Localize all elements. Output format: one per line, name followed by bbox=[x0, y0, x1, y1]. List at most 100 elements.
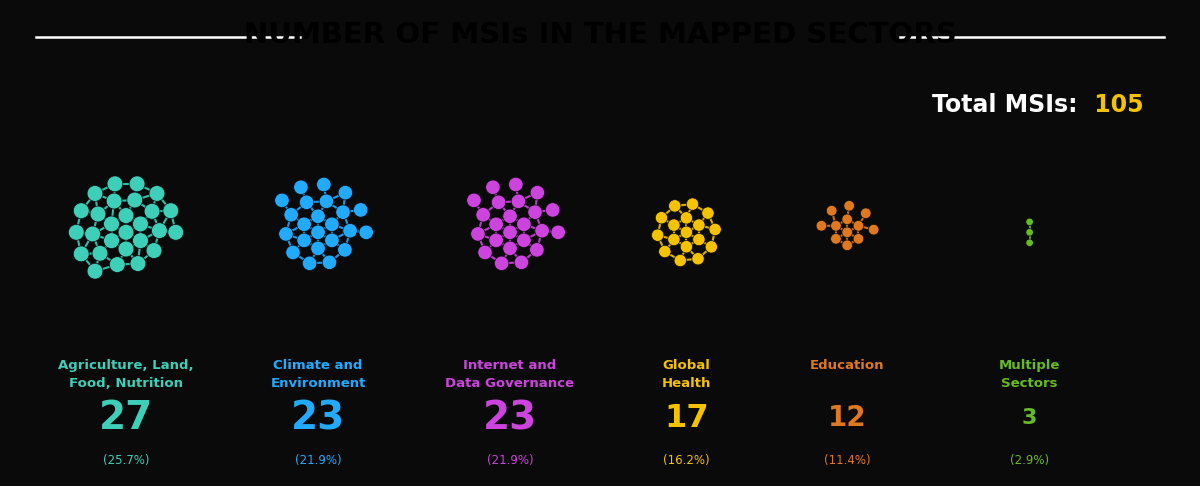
Circle shape bbox=[515, 255, 529, 270]
Circle shape bbox=[827, 206, 836, 216]
Circle shape bbox=[299, 195, 313, 209]
Text: Education: Education bbox=[810, 359, 884, 372]
Text: 23: 23 bbox=[482, 399, 538, 437]
Circle shape bbox=[509, 177, 523, 191]
Circle shape bbox=[503, 225, 517, 240]
Circle shape bbox=[132, 233, 149, 248]
Circle shape bbox=[294, 180, 308, 194]
Circle shape bbox=[659, 245, 671, 258]
Circle shape bbox=[296, 217, 311, 231]
Circle shape bbox=[106, 193, 122, 209]
Text: (21.9%): (21.9%) bbox=[487, 454, 533, 467]
Circle shape bbox=[296, 233, 311, 247]
Circle shape bbox=[667, 219, 680, 231]
Circle shape bbox=[869, 225, 878, 235]
Circle shape bbox=[503, 209, 517, 224]
Circle shape bbox=[317, 177, 331, 191]
Circle shape bbox=[528, 205, 542, 219]
Circle shape bbox=[488, 233, 503, 247]
Circle shape bbox=[73, 246, 89, 262]
Circle shape bbox=[830, 221, 841, 231]
Circle shape bbox=[853, 221, 864, 231]
Circle shape bbox=[530, 186, 545, 200]
Circle shape bbox=[517, 217, 532, 231]
Text: 12: 12 bbox=[828, 404, 866, 433]
Circle shape bbox=[107, 176, 122, 192]
Circle shape bbox=[860, 208, 871, 219]
Text: Agriculture, Land,
Food, Nutrition: Agriculture, Land, Food, Nutrition bbox=[58, 359, 194, 390]
Text: (11.4%): (11.4%) bbox=[824, 454, 870, 467]
Circle shape bbox=[680, 241, 692, 253]
Text: 27: 27 bbox=[98, 399, 154, 437]
Circle shape bbox=[146, 243, 162, 259]
Text: Internet and
Data Governance: Internet and Data Governance bbox=[445, 359, 575, 390]
Text: Climate and
Environment: Climate and Environment bbox=[270, 359, 366, 390]
Circle shape bbox=[535, 224, 550, 238]
Circle shape bbox=[467, 193, 481, 208]
Circle shape bbox=[302, 256, 317, 271]
Circle shape bbox=[130, 256, 146, 272]
Circle shape bbox=[286, 245, 300, 260]
Circle shape bbox=[551, 225, 565, 240]
Circle shape bbox=[88, 186, 103, 201]
Circle shape bbox=[680, 212, 692, 224]
Circle shape bbox=[275, 193, 289, 208]
Circle shape bbox=[118, 225, 134, 240]
Circle shape bbox=[488, 217, 503, 231]
Circle shape bbox=[816, 221, 827, 231]
Circle shape bbox=[343, 224, 358, 238]
Circle shape bbox=[338, 186, 353, 200]
Circle shape bbox=[163, 203, 179, 219]
Circle shape bbox=[337, 243, 352, 257]
Circle shape bbox=[103, 233, 120, 248]
Circle shape bbox=[470, 226, 485, 241]
Circle shape bbox=[1026, 239, 1033, 246]
Circle shape bbox=[511, 194, 526, 208]
Circle shape bbox=[667, 233, 680, 246]
Text: 105: 105 bbox=[1086, 93, 1144, 118]
Circle shape bbox=[149, 186, 164, 201]
Circle shape bbox=[323, 255, 337, 270]
Circle shape bbox=[325, 233, 340, 247]
Circle shape bbox=[709, 223, 721, 236]
Circle shape bbox=[517, 233, 532, 247]
Circle shape bbox=[311, 241, 325, 256]
Circle shape bbox=[311, 225, 325, 240]
Circle shape bbox=[546, 203, 560, 217]
Circle shape bbox=[692, 233, 706, 246]
Circle shape bbox=[325, 217, 340, 231]
Text: Total MSIs:: Total MSIs: bbox=[932, 93, 1086, 118]
Circle shape bbox=[278, 226, 293, 241]
Circle shape bbox=[359, 225, 373, 240]
Circle shape bbox=[132, 216, 149, 232]
Circle shape bbox=[668, 200, 680, 212]
Text: (16.2%): (16.2%) bbox=[664, 454, 709, 467]
Circle shape bbox=[68, 225, 84, 240]
Circle shape bbox=[686, 198, 698, 210]
Circle shape bbox=[319, 194, 334, 208]
Circle shape bbox=[842, 227, 852, 238]
Circle shape bbox=[127, 192, 143, 208]
Text: 3: 3 bbox=[1022, 408, 1037, 428]
Circle shape bbox=[844, 200, 854, 211]
Circle shape bbox=[830, 233, 841, 244]
Circle shape bbox=[842, 240, 852, 251]
Circle shape bbox=[692, 219, 706, 231]
Circle shape bbox=[476, 208, 491, 222]
Circle shape bbox=[284, 208, 299, 222]
Circle shape bbox=[118, 208, 134, 224]
Circle shape bbox=[529, 243, 544, 257]
Circle shape bbox=[486, 180, 500, 194]
Circle shape bbox=[88, 263, 103, 279]
Circle shape bbox=[491, 195, 505, 209]
Text: Multiple
Sectors: Multiple Sectors bbox=[998, 359, 1061, 390]
Circle shape bbox=[842, 214, 852, 225]
Circle shape bbox=[478, 245, 492, 260]
Circle shape bbox=[92, 245, 108, 261]
Circle shape bbox=[311, 209, 325, 224]
Circle shape bbox=[1026, 228, 1033, 236]
Text: 23: 23 bbox=[290, 399, 346, 437]
Circle shape bbox=[706, 241, 718, 253]
Circle shape bbox=[85, 226, 101, 242]
Text: (25.7%): (25.7%) bbox=[103, 454, 149, 467]
